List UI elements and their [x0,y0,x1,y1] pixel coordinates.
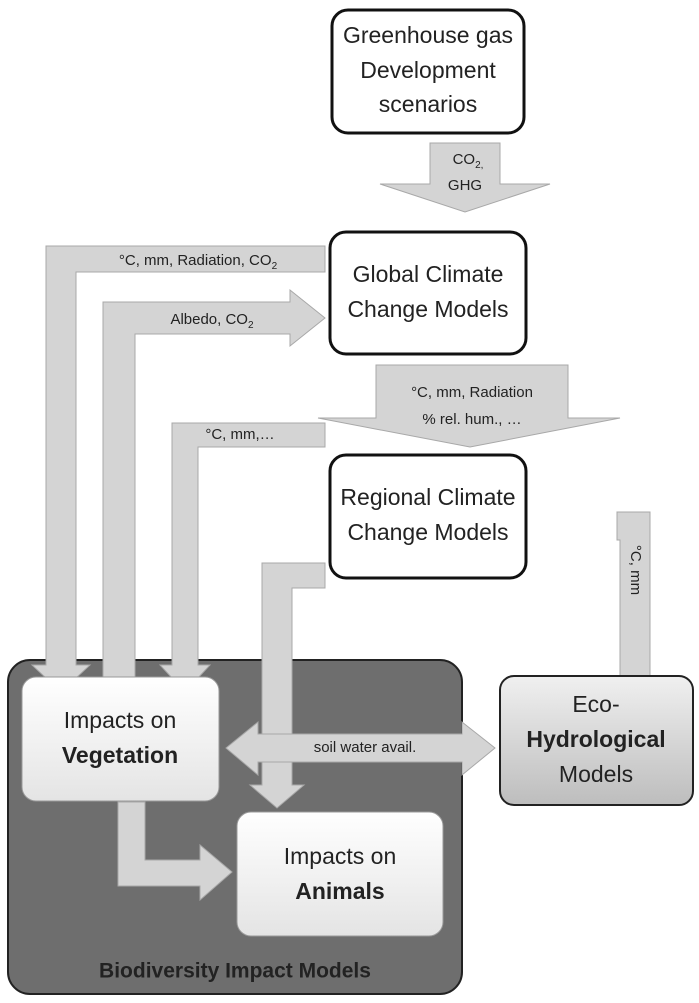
node-text: Global Climate [353,261,504,287]
label-subscript: 2 [272,261,278,272]
label-subscript: 2, [475,160,483,171]
edge-label: soil water avail. [314,739,417,756]
node-text: Hydrological [526,726,665,752]
label-text: CO [453,151,476,168]
node-text: Development [360,57,496,83]
arrow [117,801,233,902]
node-text: Change Models [347,296,508,322]
edge-label: °C, mm, Radiation, CO2 [119,252,278,272]
node-box [499,675,694,806]
label-text: Albedo, CO [170,311,248,328]
arrow [379,142,551,213]
edge-label: CO2, [453,151,484,171]
edge-label: °C, mm [627,545,644,595]
node-box [330,8,526,135]
node-box [328,230,528,356]
node-text: Impacts on [284,843,397,869]
node-text: Greenhouse gas [343,22,513,48]
node-text: Vegetation [62,742,178,768]
label-subscript: 2 [248,320,254,331]
edge-label: GHG [448,177,482,194]
group-label: Biodiversity Impact Models [99,960,371,983]
edge-label: °C, mm,… [205,426,274,443]
arrow [225,720,496,777]
node-text: Eco- [572,691,619,717]
node-box [328,453,528,580]
arrow [317,364,621,448]
node-box [236,811,444,937]
edge-label: Albedo, CO2 [170,311,254,331]
edge-label: % rel. hum., … [422,411,521,428]
node-text: scenarios [379,91,477,117]
arrow [158,422,326,693]
node-box [21,676,220,802]
label-text: °C, mm, Radiation, CO [119,252,272,269]
node-text: Models [559,761,633,787]
node-text: Regional Climate [340,484,515,510]
edge-label: °C, mm, Radiation [411,384,533,401]
arrow [102,288,326,691]
node-text: Animals [295,878,384,904]
node-text: Impacts on [64,707,177,733]
node-text: Change Models [347,519,508,545]
